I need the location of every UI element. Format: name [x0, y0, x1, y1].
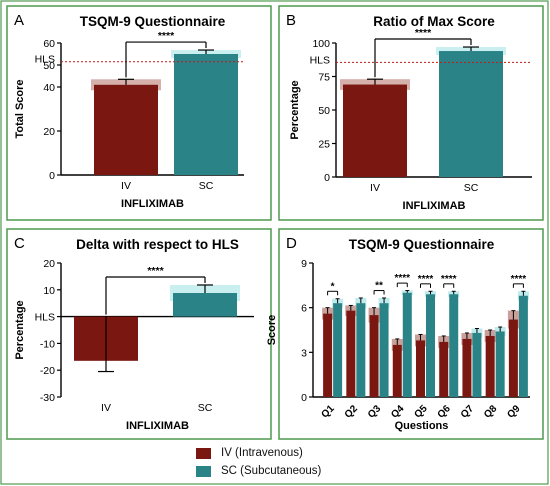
panel-d-x-tick-label: Q3 — [366, 403, 384, 421]
panel-c-x-tick-label: IV — [101, 402, 111, 414]
panel-d-bar — [518, 295, 528, 397]
panel-d-title: TSQM-9 Questionnaire — [349, 237, 495, 252]
panel-d-y-tick-label: 0 — [301, 392, 307, 404]
panel-c-significance-label: **** — [147, 265, 164, 277]
panel-d-significance-label: **** — [394, 273, 410, 284]
panel-a-letter: A — [14, 12, 24, 29]
panel-d-x-tick-label: Q1 — [320, 403, 338, 421]
panel-d-x-tick-label: Q6 — [436, 403, 454, 421]
panel-c-y-tick-label: -20 — [40, 365, 55, 377]
panel-c-y-tick-label: HLS — [35, 312, 55, 324]
panel-d-bar — [495, 331, 505, 397]
panel-d-bar — [323, 313, 333, 397]
panel-a-border — [6, 5, 272, 221]
panel-a-y-tick-label: 0 — [49, 170, 55, 182]
panel-d-x-tick-label: Q5 — [412, 403, 430, 421]
panel-c-title: Delta with respect to HLS — [76, 237, 239, 252]
panel-c-y-tick-label: -10 — [40, 338, 55, 350]
panel-b-x-tick-label: IV — [370, 182, 380, 194]
panel-d-bar — [333, 303, 343, 397]
panel-a-x-tick-label: IV — [121, 180, 131, 192]
panel-d-y-label: Score — [266, 315, 278, 346]
panel-b-y-tick-label: 50 — [318, 105, 330, 117]
panel-b-x-label: INFLIXIMAB — [403, 200, 466, 212]
panel-d-x-tick-label: Q2 — [343, 403, 361, 421]
panel-d-bar — [508, 319, 518, 397]
panel-d-bar — [356, 303, 366, 397]
panel-c-y-tick-label: 10 — [43, 285, 55, 297]
panel-c-x-tick-label: SC — [198, 402, 213, 414]
panel-a-bar — [174, 54, 238, 175]
panel-d-x-tick-label: Q8 — [482, 403, 500, 421]
panel-b-bar — [439, 51, 503, 177]
panel-d-bar — [402, 292, 412, 397]
panel-c-border — [6, 228, 272, 440]
panel-b-y-tick-label: 0 — [324, 172, 330, 184]
panel-d-y-tick-label: 6 — [301, 303, 307, 315]
panel-a-title: TSQM-9 Questionnaire — [80, 14, 226, 29]
panel-d-x-label: Questions — [395, 420, 449, 432]
panel-c-bar — [173, 293, 237, 317]
panel-d-x-tick-label: Q7 — [459, 403, 477, 421]
panel-a-bar — [94, 84, 158, 175]
panel-d-bar — [449, 294, 459, 397]
panel-d-bar — [462, 338, 472, 397]
panel-d-x-tick-label: Q4 — [389, 403, 407, 421]
panel-a-y-tick-label: 60 — [43, 38, 55, 50]
panel-c-y-label: Percentage — [14, 300, 26, 359]
panel-d-significance-label: **** — [511, 274, 527, 285]
panel-d-y-tick-label: 3 — [301, 347, 307, 359]
panel-d-bar — [426, 294, 435, 397]
panel-a-y-tick-label: 20 — [43, 126, 55, 138]
panel-d-bar — [379, 303, 389, 397]
legend-label-iv: IV (Intravenous) — [221, 447, 303, 459]
panel-d-bar — [416, 340, 425, 397]
panel-c-x-label: INFLIXIMAB — [126, 420, 189, 432]
panel-d-bar — [485, 335, 495, 397]
panel-b-y-tick-label: 100 — [312, 38, 330, 50]
legend-item-sc: SC (Subcutaneous) — [196, 462, 396, 480]
legend-swatch-sc — [196, 465, 211, 477]
panel-d-significance-label: **** — [441, 274, 457, 285]
panel-b-y-tick-label: 25 — [318, 139, 330, 151]
panel-d-bar — [472, 332, 482, 397]
panel-a-significance-label: **** — [158, 30, 175, 42]
panel-d-bar — [439, 341, 449, 397]
panel-a-y-label: Total Score — [14, 79, 26, 138]
panel-a-reference-label: HLS — [35, 54, 55, 66]
legend: IV (Intravenous) SC (Subcutaneous) — [196, 444, 396, 480]
panel-b-bar — [343, 84, 407, 177]
panel-c-letter: C — [14, 235, 25, 252]
panel-d-x-tick-label: Q9 — [505, 403, 523, 421]
panel-b-reference-label: HLS — [310, 54, 330, 66]
panel-c-y-tick-label: -30 — [40, 392, 55, 404]
panel-a-x-label: INFLIXIMAB — [121, 198, 184, 210]
panel-d-border — [278, 228, 544, 440]
legend-label-sc: SC (Subcutaneous) — [221, 465, 322, 477]
panel-b-y-label: Percentage — [289, 80, 301, 139]
panel-d-letter: D — [286, 235, 297, 252]
panel-d-y-tick-label: 9 — [301, 258, 307, 270]
panel-d-significance-label: **** — [418, 274, 434, 285]
legend-item-iv: IV (Intravenous) — [196, 444, 396, 462]
panel-b-letter: B — [286, 12, 296, 29]
panel-a-y-tick-label: 40 — [43, 82, 55, 94]
panel-d-bar — [392, 344, 402, 397]
panel-a-y-tick-label: 50 — [43, 60, 55, 72]
panel-b-title: Ratio of Max Score — [373, 14, 495, 29]
panel-d-significance-label: ** — [375, 281, 383, 292]
panel-d-significance-label: * — [331, 281, 335, 292]
panel-b-significance-label: **** — [415, 27, 432, 39]
panel-d-bar — [369, 315, 379, 397]
panel-b-y-tick-label: 75 — [318, 72, 330, 84]
legend-swatch-iv — [196, 447, 211, 459]
panel-c-y-tick-label: 20 — [43, 258, 55, 270]
panel-a-x-tick-label: SC — [199, 180, 214, 192]
panel-d-bar — [346, 310, 356, 397]
panel-b-border — [278, 5, 544, 221]
panel-b-x-tick-label: SC — [464, 182, 479, 194]
